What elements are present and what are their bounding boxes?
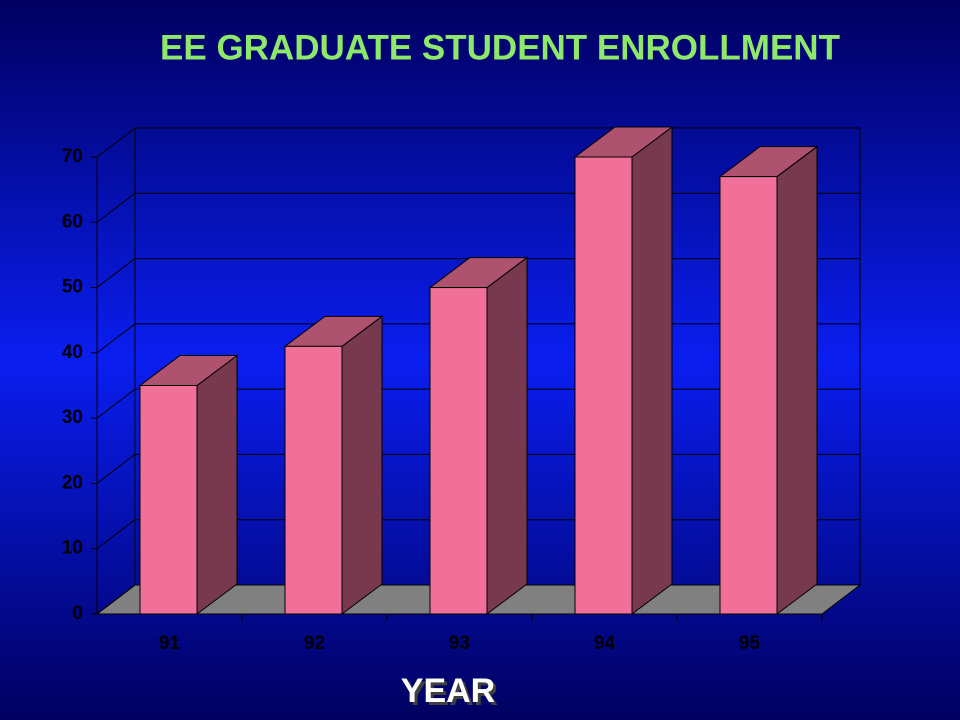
x-label-shadow: YEAR [404, 675, 498, 713]
bar [139, 385, 198, 615]
x-tick-label: 91 [159, 633, 181, 654]
wall-line [96, 519, 136, 550]
y-tick-label: 60 [62, 211, 83, 232]
wall-line [96, 323, 136, 354]
x-tick-label: 93 [449, 633, 470, 654]
x-tick-label: 94 [594, 633, 616, 654]
wall-line [96, 454, 136, 484]
y-tick-label: 30 [62, 407, 83, 428]
bar-side [196, 354, 238, 615]
y-tick-label: 50 [62, 277, 83, 298]
bar-side [631, 126, 673, 615]
x-tick-label: 92 [304, 633, 325, 654]
y-tick-label: 70 [62, 146, 83, 167]
bar [429, 287, 488, 615]
wall-line [96, 388, 136, 419]
bar-side [486, 256, 528, 615]
y-tick-label: 0 [72, 603, 83, 624]
chart-title: EE GRADUATE STUDENT ENROLLMENT [160, 28, 840, 67]
wall-line [96, 192, 136, 223]
wall-line [96, 258, 136, 288]
bar [574, 156, 633, 615]
bar [284, 345, 343, 615]
x-axis-label: YEAR [401, 672, 495, 710]
y-tick-label: 20 [62, 472, 83, 493]
wall-line [96, 584, 136, 615]
y-tick-label: 10 [62, 538, 83, 559]
bar-side [776, 145, 818, 615]
y-tick-label: 40 [62, 342, 83, 363]
bar [719, 176, 778, 615]
wall-line [96, 127, 136, 158]
x-tick-label: 95 [739, 633, 761, 654]
bar-side [341, 315, 383, 615]
